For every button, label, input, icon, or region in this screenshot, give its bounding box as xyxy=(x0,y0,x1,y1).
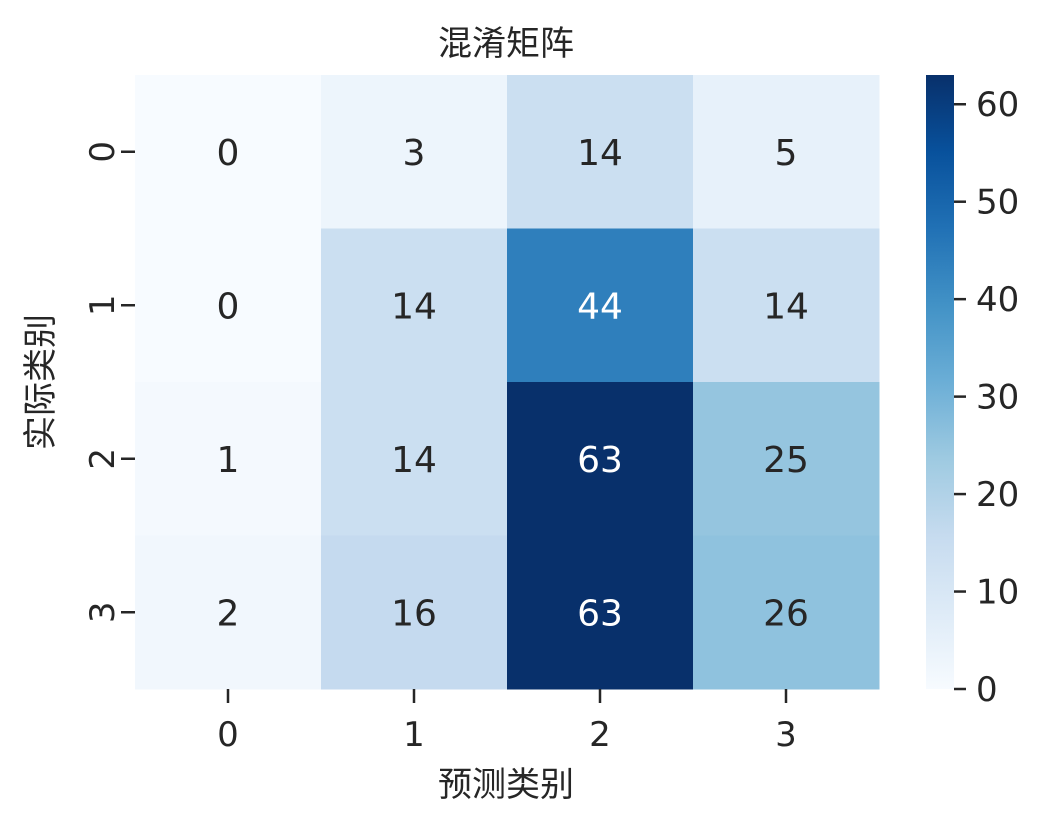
colorbar-tick-label: 30 xyxy=(976,378,1019,418)
colorbar-tick-label: 40 xyxy=(976,280,1019,320)
heatmap-cell-r0-c3 xyxy=(693,75,880,229)
heatmap-cell-r2-c1 xyxy=(321,382,508,536)
heatmap-cell-r1-c0 xyxy=(135,228,322,383)
y-axis-label: 实际类别 xyxy=(21,314,61,450)
cell-value-label: 0 xyxy=(217,133,240,174)
colorbar-tick-label: 10 xyxy=(976,573,1019,613)
cell-value-label: 0 xyxy=(217,286,240,327)
cell-value-label: 14 xyxy=(577,133,623,174)
chart-title: 混淆矩阵 xyxy=(438,24,574,64)
heatmap-cell-r1-c1 xyxy=(321,228,508,383)
cell-value-label: 63 xyxy=(577,593,623,634)
colorbar-tick-label: 50 xyxy=(976,183,1019,223)
colorbar-tick-label: 60 xyxy=(976,85,1019,125)
cell-value-label: 2 xyxy=(217,593,240,634)
y-tick-label: 3 xyxy=(83,601,123,623)
cell-value-label: 14 xyxy=(391,440,437,481)
heatmap-cell-r2-c2 xyxy=(507,382,694,536)
x-tick-label: 1 xyxy=(403,715,425,755)
cell-value-label: 3 xyxy=(403,133,426,174)
y-tick-label: 0 xyxy=(83,141,123,163)
cell-value-label: 14 xyxy=(763,286,809,327)
cell-value-label: 26 xyxy=(763,593,809,634)
cell-value-label: 63 xyxy=(577,440,623,481)
heatmap-cell-r0-c2 xyxy=(507,75,694,229)
x-tick-label: 0 xyxy=(217,715,239,755)
cell-value-label: 5 xyxy=(775,133,798,174)
x-axis: 0 1 2 3 xyxy=(217,689,797,755)
y-tick-label: 1 xyxy=(83,294,123,316)
heatmap-cell-r3-c1 xyxy=(321,535,508,690)
heatmap-cell-r0-c1 xyxy=(321,75,508,229)
y-tick-label: 2 xyxy=(83,448,123,470)
x-tick-label: 3 xyxy=(775,715,797,755)
heatmap-cell-r2-c0 xyxy=(135,382,322,536)
cell-value-label: 44 xyxy=(577,286,623,327)
heatmap-cell-r3-c0 xyxy=(135,535,322,690)
heatmap-cells xyxy=(135,75,880,690)
cell-value-label: 16 xyxy=(391,593,437,634)
cell-value-label: 14 xyxy=(391,286,437,327)
heatmap-cell-r3-c2 xyxy=(507,535,694,690)
heatmap-cell-r3-c3 xyxy=(693,535,880,690)
heatmap-cell-r1-c3 xyxy=(693,228,880,383)
heatmap-cell-r0-c0 xyxy=(135,75,322,229)
colorbar: 0 10 20 30 40 50 60 xyxy=(926,75,1019,710)
x-axis-label: 预测类别 xyxy=(438,765,574,805)
colorbar-ticks: 0 10 20 30 40 50 60 xyxy=(954,85,1019,710)
cell-value-label: 1 xyxy=(217,440,240,481)
y-axis: 0 1 2 3 xyxy=(83,141,135,623)
x-tick-label: 2 xyxy=(589,715,611,755)
heatmap-cell-r2-c3 xyxy=(693,382,880,536)
cell-value-label: 25 xyxy=(763,440,809,481)
heatmap-cell-labels: 0 3 14 5 0 14 44 14 1 14 63 25 2 16 63 26 xyxy=(217,133,809,635)
colorbar-gradient xyxy=(926,75,954,689)
colorbar-tick-label: 20 xyxy=(976,475,1019,515)
heatmap-cell-r1-c2 xyxy=(507,228,694,383)
colorbar-tick-label: 0 xyxy=(976,670,998,710)
